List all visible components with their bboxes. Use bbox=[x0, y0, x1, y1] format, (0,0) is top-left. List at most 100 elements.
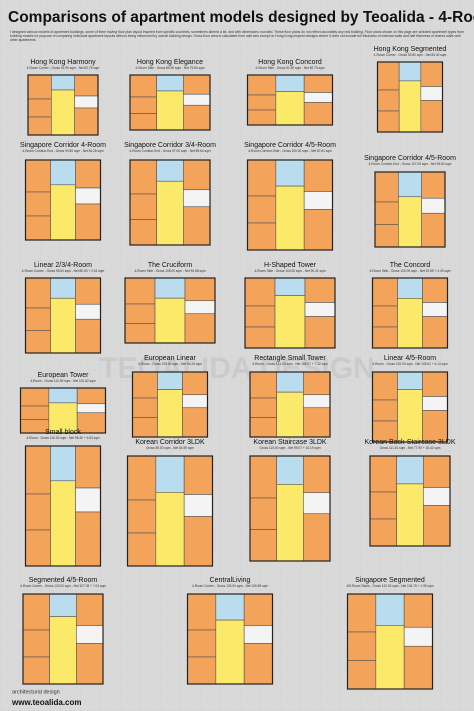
room bbox=[184, 277, 216, 302]
room bbox=[127, 455, 157, 501]
room bbox=[155, 455, 185, 493]
room bbox=[422, 277, 448, 303]
room bbox=[156, 180, 184, 246]
room bbox=[215, 593, 245, 621]
plan-info: Gross 111.61 sqm - Net 77.90 + 18.42 sqm bbox=[380, 446, 441, 450]
plan-title: The Concord bbox=[390, 262, 431, 269]
room bbox=[276, 484, 304, 562]
room bbox=[76, 412, 106, 434]
plan-info: Gross 89.00 sqm - Net 84.59 sqm bbox=[146, 446, 194, 450]
room bbox=[74, 95, 99, 109]
room bbox=[25, 493, 51, 531]
plan-outline bbox=[129, 74, 211, 131]
room bbox=[249, 371, 277, 399]
room bbox=[304, 302, 336, 317]
room bbox=[25, 191, 51, 217]
room bbox=[303, 159, 333, 192]
plan-outline bbox=[371, 277, 449, 349]
room bbox=[303, 209, 333, 251]
room bbox=[422, 371, 448, 397]
room bbox=[129, 219, 157, 246]
plan-title: Hong Kong Segmented bbox=[374, 46, 447, 53]
room bbox=[183, 206, 211, 246]
room bbox=[303, 92, 333, 103]
room bbox=[403, 593, 433, 628]
plan-info: 4-Room Corridor-End - Gross 94.50 sqm - … bbox=[22, 149, 103, 153]
room bbox=[249, 497, 277, 530]
room bbox=[156, 90, 184, 131]
room bbox=[48, 402, 78, 434]
room bbox=[372, 277, 398, 307]
plan-title: Linear 4/5-Room bbox=[384, 355, 436, 362]
plan-title: The Cruciform bbox=[148, 262, 193, 269]
room bbox=[303, 407, 331, 438]
room bbox=[51, 74, 75, 91]
room bbox=[372, 305, 398, 328]
plan-info: 4-Room Side - Gross 104.00 sqm - Net 90.… bbox=[254, 269, 325, 273]
room bbox=[276, 371, 304, 393]
room bbox=[50, 445, 76, 482]
room bbox=[396, 483, 424, 547]
room bbox=[76, 643, 104, 685]
room bbox=[247, 94, 277, 111]
room bbox=[372, 326, 398, 349]
room bbox=[25, 445, 51, 495]
room bbox=[75, 187, 101, 205]
room bbox=[25, 277, 51, 309]
room bbox=[423, 455, 451, 488]
room bbox=[183, 93, 211, 106]
description: I designed various models of apartment b… bbox=[10, 30, 464, 42]
room bbox=[50, 277, 76, 299]
plan-outline bbox=[346, 593, 434, 690]
room bbox=[183, 455, 213, 495]
room bbox=[247, 109, 277, 126]
plan-outline bbox=[246, 159, 334, 251]
room bbox=[75, 303, 101, 320]
plan-title: Singapore Corridor 4/5-Room bbox=[244, 142, 336, 149]
room bbox=[247, 195, 277, 224]
plan-outline bbox=[126, 455, 214, 567]
room bbox=[398, 61, 422, 82]
room bbox=[347, 631, 377, 661]
plan-info: 4-Room Side - Gross 108.00 sqm - Net 94.… bbox=[134, 269, 205, 273]
room bbox=[303, 74, 333, 93]
plan-outline bbox=[369, 455, 451, 547]
room bbox=[422, 410, 448, 443]
room bbox=[398, 80, 422, 133]
room bbox=[76, 387, 106, 405]
plan-outline bbox=[246, 74, 334, 126]
room bbox=[50, 184, 76, 241]
room bbox=[276, 391, 304, 438]
plan-info: 4-Room - Gross 105.00 sqm - Net 94.26 sq… bbox=[138, 362, 202, 366]
room bbox=[396, 455, 424, 485]
room bbox=[75, 445, 101, 489]
room bbox=[375, 625, 405, 690]
room bbox=[75, 159, 101, 189]
room bbox=[421, 171, 446, 199]
room bbox=[187, 656, 217, 685]
room bbox=[187, 629, 217, 658]
room bbox=[154, 277, 186, 299]
room bbox=[423, 487, 451, 506]
room bbox=[49, 616, 77, 685]
room bbox=[132, 371, 158, 399]
room bbox=[398, 196, 422, 248]
room bbox=[27, 74, 52, 100]
room bbox=[25, 330, 51, 354]
room bbox=[422, 302, 448, 317]
room bbox=[422, 316, 448, 349]
plan-title: European Tower bbox=[38, 372, 90, 379]
room bbox=[75, 511, 101, 567]
plan-info: 4-Room Corridor-End - Gross 97.00 sqm - … bbox=[129, 149, 210, 153]
plan-outline bbox=[186, 593, 274, 685]
room bbox=[377, 89, 400, 112]
room bbox=[154, 297, 186, 344]
plan-outline bbox=[376, 61, 444, 133]
plan-title: Korean Back-Staircase 3LDK bbox=[364, 439, 455, 446]
room bbox=[369, 491, 397, 520]
room bbox=[50, 297, 76, 354]
room bbox=[127, 499, 157, 534]
room bbox=[421, 197, 446, 214]
plan-info: 4-Room Corner - Gross 92.80 sqm - Net 80… bbox=[374, 53, 447, 57]
